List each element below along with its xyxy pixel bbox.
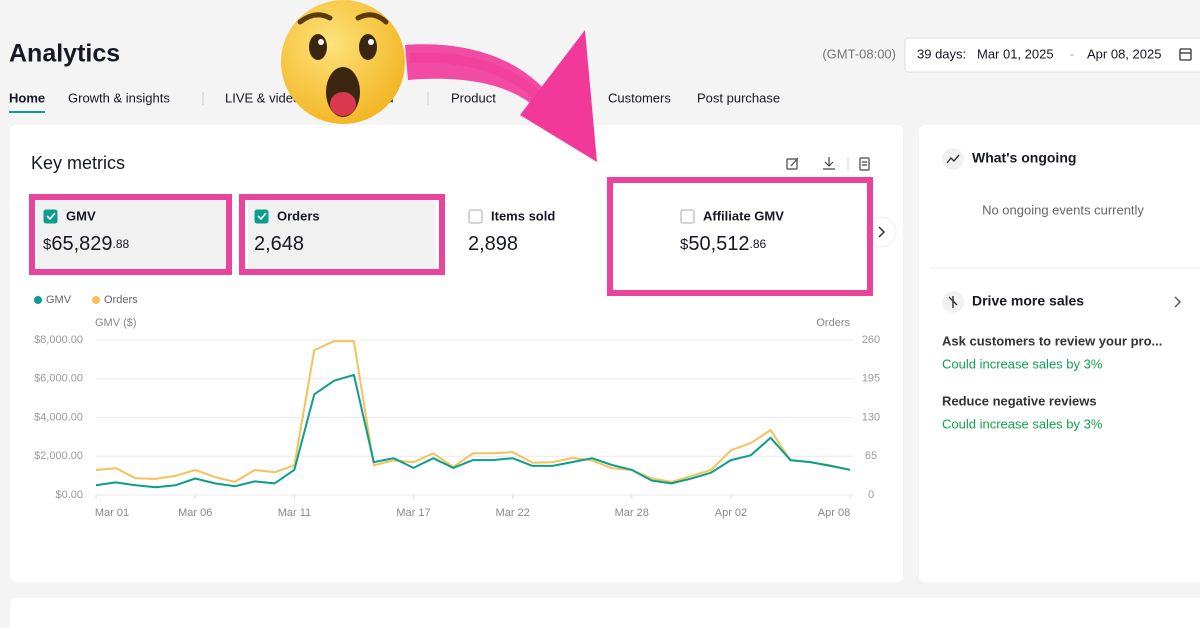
card-icons[interactable] bbox=[786, 157, 870, 171]
y-tick-label: $4,000.00 bbox=[34, 411, 83, 423]
next-button[interactable] bbox=[865, 216, 897, 248]
legend-label: GMV bbox=[46, 294, 72, 306]
series-line bbox=[95, 340, 851, 483]
y2-axis-label: Orders bbox=[816, 317, 850, 329]
checkbox[interactable] bbox=[254, 209, 269, 224]
suggestion[interactable]: Ask customers to review your pro... bbox=[942, 333, 1162, 348]
pink-arrow bbox=[405, 30, 597, 162]
metric-currency: $ bbox=[43, 236, 52, 253]
y-axis-label: GMV ($) bbox=[95, 317, 137, 329]
drive-title: Drive more sales bbox=[972, 293, 1084, 309]
date-end: Apr 08, 2025 bbox=[1087, 46, 1161, 61]
tab[interactable]: LIVE & video bbox=[225, 90, 300, 105]
key-metrics-card bbox=[10, 125, 903, 582]
metric-value: 2,648 bbox=[254, 233, 304, 255]
legend-swatch bbox=[34, 296, 42, 304]
x-tick-label: Mar 11 bbox=[278, 507, 311, 519]
highlight-boxes bbox=[29, 177, 873, 296]
x-tick-label: Mar 06 bbox=[178, 507, 212, 519]
metric-currency: $ bbox=[680, 236, 689, 253]
metric-selected-bg bbox=[37, 200, 225, 269]
suggestion-impact: Could increase sales by 3% bbox=[942, 356, 1103, 371]
metric-name: Affiliate GMV bbox=[703, 208, 784, 223]
calendar-icon bbox=[1179, 48, 1192, 61]
metric-cents: .88 bbox=[113, 237, 130, 251]
tab[interactable]: Product bbox=[451, 90, 496, 105]
metric-value: $65,829.88 bbox=[43, 233, 130, 255]
ongoing-empty: No ongoing events currently bbox=[982, 202, 1144, 217]
x-tick-label: Apr 08 bbox=[818, 507, 850, 519]
surprised-emoji bbox=[281, 0, 405, 124]
metric-value: 2,898 bbox=[468, 233, 518, 255]
series-line bbox=[95, 373, 851, 489]
metric-name: Orders bbox=[277, 208, 320, 223]
tab[interactable]: Growth & insights bbox=[68, 90, 170, 105]
suggestion-impact: Could increase sales by 3% bbox=[942, 416, 1103, 431]
ongoing-title: What's ongoing bbox=[972, 150, 1076, 166]
date-picker[interactable] bbox=[904, 37, 1200, 73]
ongoing-icon bbox=[946, 154, 960, 164]
metric-selected-bg bbox=[248, 200, 436, 269]
checkbox[interactable] bbox=[43, 209, 58, 224]
metric-number: 2,898 bbox=[468, 233, 518, 255]
checkmark bbox=[46, 212, 56, 221]
y-tick-label: $6,000.00 bbox=[34, 373, 83, 385]
drive-icon bbox=[948, 296, 958, 308]
y-tick-label: $2,000.00 bbox=[34, 450, 83, 462]
metric-number: 2,648 bbox=[254, 233, 304, 255]
y-tick-label: $0.00 bbox=[55, 489, 83, 501]
suggestion[interactable]: Reduce negative reviews bbox=[942, 393, 1097, 408]
date-separator: - bbox=[1070, 46, 1074, 61]
metric-value: $50,512.86 bbox=[680, 233, 767, 255]
checkbox[interactable] bbox=[680, 209, 695, 224]
metric-number: 65,829 bbox=[51, 233, 112, 255]
y2-tick-label: 195 bbox=[862, 373, 880, 385]
drive-items: Ask customers to review your pro... Could… bbox=[942, 333, 1162, 431]
checkmark bbox=[257, 212, 267, 221]
y2-tick-label: 260 bbox=[862, 334, 880, 346]
x-tick-label: Apr 02 bbox=[715, 507, 747, 519]
metric-cents: .86 bbox=[750, 237, 767, 251]
y2-tick-label: 65 bbox=[865, 450, 877, 462]
drive-chevron[interactable] bbox=[1174, 296, 1181, 308]
page-title: Analytics bbox=[9, 40, 120, 68]
metric-name: Items sold bbox=[491, 208, 555, 223]
timezone: (GMT-08:00) bbox=[822, 46, 896, 61]
x-tick-label: Mar 28 bbox=[615, 507, 649, 519]
legend-swatch bbox=[92, 296, 100, 304]
tab[interactable]: Customers bbox=[608, 90, 671, 105]
tab[interactable]: Post purchase bbox=[697, 90, 780, 105]
chart: GMV ($) Orders $0.00 $2,000.00 $4,000.00 $6,0… bbox=[34, 294, 880, 519]
legend-label: Orders bbox=[104, 294, 138, 306]
y-tick-label: $8,000.00 bbox=[34, 334, 83, 346]
tab[interactable]: Home bbox=[9, 90, 45, 105]
ongoing-icon-bg bbox=[942, 148, 964, 170]
next-arrow bbox=[878, 226, 886, 238]
card-title: Key metrics bbox=[31, 153, 125, 173]
metric-name: GMV bbox=[66, 208, 96, 223]
bottom-card bbox=[10, 598, 1200, 628]
sidebar-card bbox=[919, 125, 1200, 582]
metrics: GMV $65,829.88 Orders 2,648 Items sold 2,898 A… bbox=[37, 200, 784, 269]
metric-number: 50,512 bbox=[688, 233, 749, 255]
x-tick-label: Mar 01 bbox=[95, 507, 129, 519]
date-label: 39 days: bbox=[917, 46, 966, 61]
y2-tick-label: 130 bbox=[862, 411, 880, 423]
y2-tick-label: 0 bbox=[868, 489, 874, 501]
x-tick-label: Mar 17 bbox=[396, 507, 430, 519]
checkbox[interactable] bbox=[468, 209, 483, 224]
x-tick-label: Mar 22 bbox=[496, 507, 530, 519]
date-start: Mar 01, 2025 bbox=[977, 46, 1054, 61]
